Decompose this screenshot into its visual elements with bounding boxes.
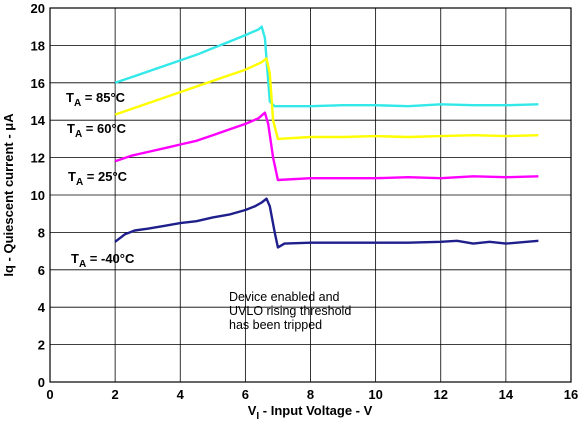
- annotation-line-1: Device enabled and: [229, 290, 340, 304]
- y-axis-title: Iq - Quiescent current - μA: [1, 113, 16, 277]
- y-tick-label: 12: [31, 151, 45, 166]
- x-tick-label: 0: [46, 387, 53, 402]
- series-line-0: [114, 25, 539, 108]
- x-tick-label: 16: [564, 387, 578, 402]
- series-lines: [114, 25, 539, 249]
- x-tick-labels: 0 2 4 6 8 10 12 14 16: [46, 387, 578, 402]
- y-tick-label: 18: [31, 38, 45, 53]
- y-tick-label: 0: [38, 375, 45, 390]
- y-tick-label: 10: [31, 188, 45, 203]
- series-line-1: [114, 57, 539, 141]
- x-tick-label: 6: [242, 387, 249, 402]
- y-tick-label: 6: [38, 263, 45, 278]
- annotation-line-3: has been tripped: [229, 318, 322, 332]
- x-tick-label: 4: [177, 387, 185, 402]
- x-tick-label: 14: [499, 387, 514, 402]
- y-tick-labels: 0 2 4 6 8 10 12 14 16 18 20: [31, 1, 46, 390]
- x-tick-label: 12: [434, 387, 448, 402]
- y-tick-label: 8: [38, 225, 45, 240]
- series-label-minus40c: TA = -40°C: [71, 251, 135, 270]
- x-axis-title: VI - Input Voltage - V: [248, 403, 373, 422]
- y-tick-label: 2: [38, 338, 45, 353]
- y-tick-label: 16: [31, 76, 45, 91]
- x-tick-label: 2: [112, 387, 119, 402]
- annotation-line-2: UVLO rising threshold: [229, 304, 351, 318]
- series-label-60c: TA = 60°C: [67, 121, 127, 140]
- x-tick-label: 8: [307, 387, 314, 402]
- x-tick-label: 10: [368, 387, 382, 402]
- series-line-2: [114, 111, 539, 182]
- y-tick-label: 20: [31, 1, 45, 16]
- series-label-25c: TA = 25°C: [68, 169, 128, 188]
- series-label-85c: TA = 85°C: [66, 90, 126, 109]
- series-line-3: [114, 197, 539, 249]
- grid-lines: [50, 8, 571, 382]
- y-tick-label: 4: [38, 300, 46, 315]
- y-tick-label: 14: [31, 113, 46, 128]
